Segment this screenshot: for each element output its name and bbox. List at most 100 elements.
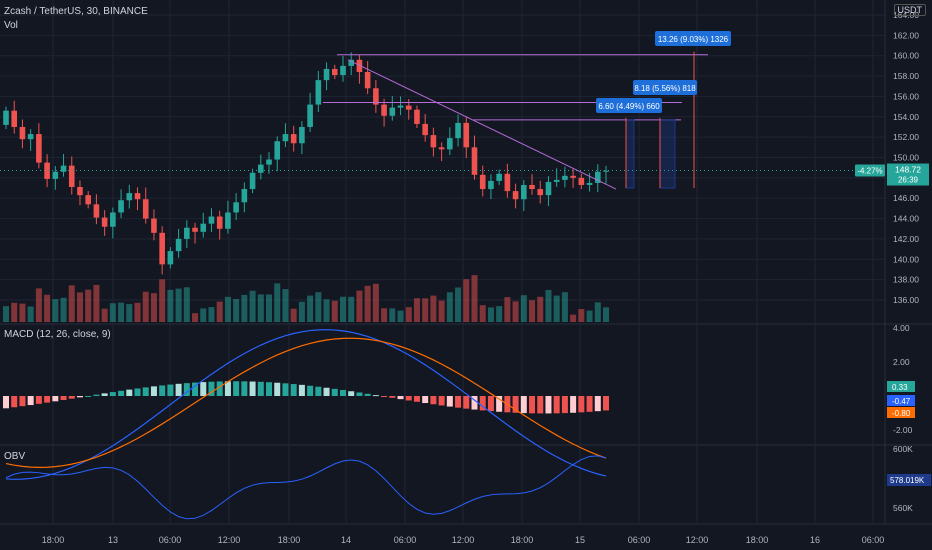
macd-histogram-bar — [405, 396, 412, 401]
volume-bar — [282, 289, 289, 322]
candle-body — [36, 134, 42, 163]
macd-value-label: -0.80 — [892, 409, 911, 418]
macd-tick-label: 4.00 — [893, 323, 910, 333]
candle-body — [208, 216, 215, 224]
macd-histogram-bar — [397, 396, 404, 400]
candle-body — [257, 164, 264, 173]
macd-histogram-bar — [274, 382, 281, 396]
macd-value-tag — [887, 381, 915, 392]
volume-bar — [118, 302, 125, 322]
target-box — [625, 119, 635, 189]
volume-bar — [290, 308, 297, 322]
change-pct-tag — [855, 164, 885, 177]
change-pct-label: -4.27% — [857, 167, 882, 176]
time-tick-label: 06:00 — [628, 535, 651, 545]
macd-histogram-bar — [109, 392, 116, 396]
volume-bar — [348, 296, 355, 322]
macd-histogram-bar — [372, 395, 379, 397]
candle-body — [266, 159, 272, 165]
candle-body — [578, 177, 585, 185]
volume-bar — [249, 290, 256, 322]
candle-body — [151, 218, 157, 233]
macd-histogram-bar — [68, 396, 75, 399]
candle-body — [430, 135, 437, 148]
macd-histogram-bar — [216, 381, 223, 396]
macd-histogram-bar — [159, 385, 166, 396]
candle-body — [570, 175, 576, 178]
macd-histogram-bar — [520, 396, 527, 414]
macd-histogram-bar — [167, 384, 174, 396]
annotation-label: 6.60 (4.49%) 660 — [598, 102, 660, 111]
volume-bar — [142, 291, 149, 322]
annotation-label: 8.18 (5.56%) 818 — [634, 84, 696, 93]
time-tick-label: 12:00 — [218, 535, 241, 545]
candle-body — [529, 184, 535, 190]
price-tick-label: 150.00 — [893, 153, 919, 163]
volume-bar — [241, 294, 248, 322]
volume-bar — [60, 297, 67, 322]
macd-histogram-bar — [381, 396, 388, 397]
candle-body — [44, 162, 50, 179]
candle-body — [315, 80, 322, 105]
obv-tick-label: 560K — [893, 503, 913, 513]
candle-body — [422, 123, 428, 136]
macd-histogram-bar — [570, 396, 577, 413]
obv-pane — [5, 455, 607, 520]
macd-histogram-bar — [175, 383, 182, 396]
volume-bar — [520, 295, 527, 322]
volume-label: Vol — [4, 20, 18, 31]
trendline — [347, 59, 617, 190]
volume-bar — [463, 279, 470, 322]
price-tick-label: 138.00 — [893, 275, 919, 285]
macd-value-label: 0.33 — [892, 383, 908, 392]
time-tick-label: 18:00 — [511, 535, 534, 545]
candle-body — [77, 187, 83, 196]
time-tick-label: 18:00 — [42, 535, 65, 545]
volume-bar — [455, 287, 462, 322]
countdown-label: 26:39 — [898, 176, 919, 185]
volume-bar — [35, 288, 42, 322]
candle-body — [167, 251, 174, 265]
volume-bar — [159, 279, 166, 322]
volume-bar — [3, 306, 9, 322]
obv-value-label: 578.019K — [890, 476, 925, 485]
candle-body — [586, 182, 593, 185]
macd-histogram-bar — [356, 392, 363, 396]
volume-bar — [109, 303, 116, 322]
macd-tick-label: 2.00 — [893, 357, 910, 367]
volume-bar — [85, 289, 92, 322]
volume-bar — [339, 296, 346, 322]
candle-body — [553, 179, 560, 182]
time-tick-label: 13 — [108, 535, 118, 545]
candle-body — [364, 72, 371, 89]
candle-body — [537, 189, 544, 196]
price-tick-label: 152.00 — [893, 132, 919, 142]
macd-histogram-bar — [76, 396, 83, 398]
candle-body — [85, 195, 91, 205]
volume-bar — [52, 299, 59, 322]
volume-bar — [257, 294, 264, 322]
candle-body — [126, 193, 133, 201]
volume-bar — [44, 294, 51, 322]
drawings[interactable]: 13.26 (9.03%) 1326 8.18 (5.56%) 818 6.60 (… — [0, 31, 885, 190]
volume-bar — [224, 296, 231, 322]
macd-histogram-bar — [348, 391, 355, 396]
symbol-title: Zcash / TetherUS, 30, BINANCE — [4, 6, 148, 17]
candle-body — [438, 147, 445, 150]
macd-value-label: -0.47 — [892, 397, 911, 406]
price-tick-label: 146.00 — [893, 193, 919, 203]
volume-bar — [331, 300, 338, 322]
macd-histogram-bar — [3, 396, 9, 409]
candle-body — [545, 181, 552, 196]
volume-bar — [496, 306, 503, 322]
volume-bar — [167, 289, 174, 322]
macd-histogram-bar — [200, 382, 207, 396]
candle-body — [488, 180, 494, 190]
volume-bar — [405, 307, 412, 322]
macd-histogram-bar — [298, 384, 305, 396]
last-price-tag — [887, 163, 929, 186]
volume-bar — [529, 300, 536, 322]
volume-bar — [307, 295, 314, 322]
currency-badge[interactable]: USDT — [893, 4, 926, 16]
